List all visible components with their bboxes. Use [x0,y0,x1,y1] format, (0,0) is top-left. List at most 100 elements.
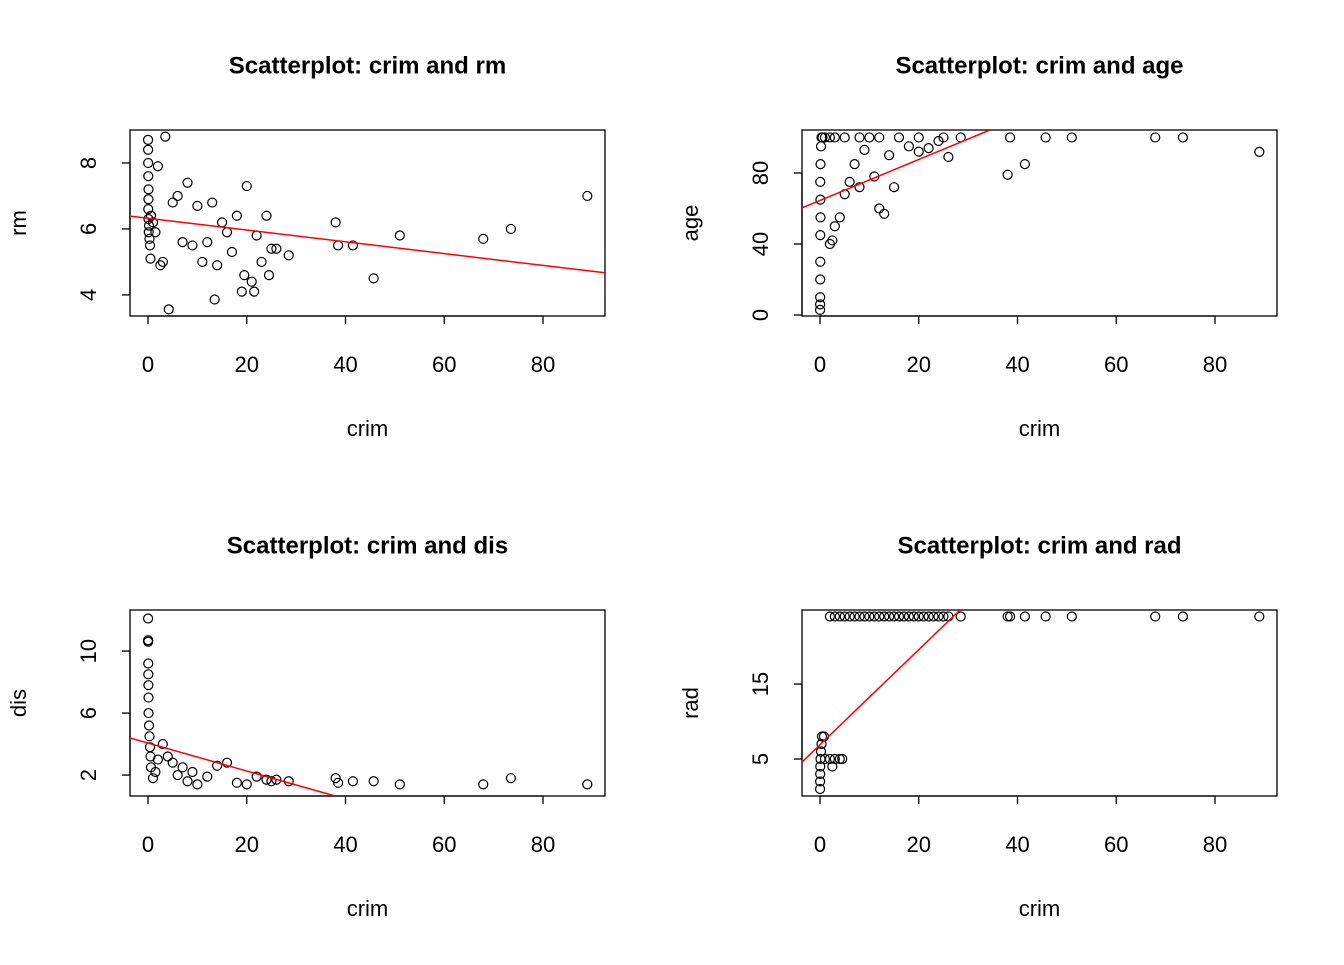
point [1019,158,1031,170]
x-axis-label: crim [1019,896,1061,921]
point [1254,611,1265,622]
point [271,243,282,254]
point [874,611,885,622]
point [884,150,895,161]
point [1254,146,1265,157]
fit-line [130,737,336,796]
point [266,776,277,787]
point [202,237,213,248]
point [147,217,159,228]
chart-title: Scatterplot: crim and age [895,52,1183,79]
point [815,158,826,170]
point [212,260,223,271]
point [874,203,885,214]
point [157,256,168,268]
x-tick-label: 0 [142,832,154,857]
y-tick-label: 10 [76,639,101,663]
point [172,190,183,202]
point [582,779,593,790]
point [241,180,252,192]
point [241,779,252,790]
x-tick-label: 0 [142,352,154,377]
point [913,132,924,143]
point [143,658,154,669]
point [834,611,845,622]
point [879,611,890,622]
x-axis-label: crim [1019,416,1061,441]
y-tick-label: 40 [748,232,773,256]
point [815,274,826,285]
point [582,190,593,202]
point [231,210,242,221]
point [819,132,831,143]
y-tick-label: 80 [748,161,773,185]
point [908,611,919,622]
point [827,235,838,246]
point [143,171,154,182]
point [869,611,880,622]
point [815,768,826,780]
point [849,158,860,170]
point [888,182,900,193]
point [160,131,171,142]
point [1150,132,1161,143]
point [182,776,193,787]
point [834,753,845,765]
point [884,611,895,622]
point [829,132,840,143]
point [815,761,826,772]
x-tick-label: 20 [907,832,931,857]
x-tick-label: 40 [333,832,357,857]
point [898,611,910,622]
point [893,132,905,143]
x-tick-label: 20 [907,352,931,377]
point [864,611,875,622]
point [1066,132,1077,143]
point [955,611,966,622]
y-axis-label: dis [6,689,31,717]
point [815,141,827,152]
point [145,253,156,264]
fit-line [802,130,991,209]
point [152,754,163,765]
point [815,230,826,241]
point [226,246,238,258]
point [221,757,233,768]
point [216,217,228,228]
point [903,611,914,622]
point [824,753,835,765]
point [143,184,154,195]
point [266,243,277,254]
point [918,611,929,622]
point [347,776,359,787]
y-axis-label: rad [678,687,703,719]
point [923,611,934,622]
point [347,240,359,251]
point [143,144,154,155]
point [197,256,208,268]
points [142,131,593,315]
point [839,132,850,143]
point [143,227,154,238]
points [142,613,593,790]
point [505,773,516,784]
point [923,143,934,154]
y-tick-label: 5 [748,753,773,765]
point [849,611,860,622]
point [859,144,870,155]
x-tick-label: 0 [814,832,826,857]
fit-line [802,610,961,763]
point [251,771,262,782]
point [167,757,178,768]
x-tick-label: 80 [531,832,555,857]
x-tick-label: 40 [1005,352,1029,377]
chart-title: Scatterplot: crim and rad [897,532,1181,559]
point [231,777,242,788]
x-tick-label: 60 [1104,832,1128,857]
point [933,611,944,622]
point [814,783,826,795]
point [815,256,826,267]
point [167,197,178,208]
point [330,217,341,228]
point [256,256,267,268]
